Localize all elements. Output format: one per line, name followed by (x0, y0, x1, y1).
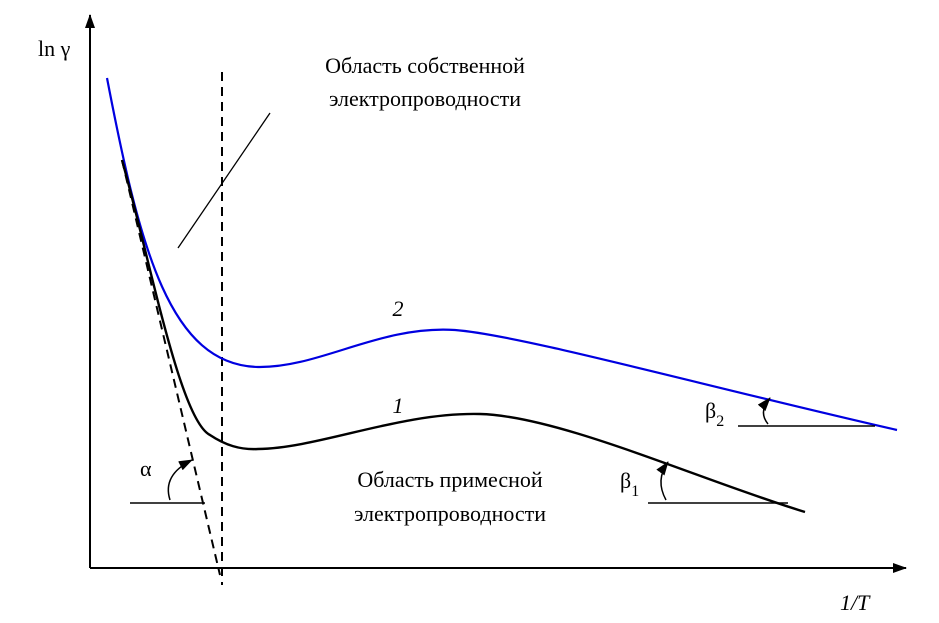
angle-symbol: β (620, 468, 631, 493)
angle-subscript: 1 (631, 483, 639, 500)
region-label: электропроводности (354, 501, 546, 526)
beta-2-arc (757, 397, 771, 425)
angle-label: α (140, 456, 152, 481)
x-axis-label: 1/T (840, 590, 871, 615)
region-label: Область собственной (325, 53, 525, 78)
region-label: электропроводности (329, 86, 521, 111)
y-axis-label: ln γ (38, 36, 71, 61)
curve-label: 1 (393, 393, 404, 418)
tangent-line (121, 159, 221, 576)
angle-label: β1 (620, 468, 639, 500)
curve-label: 2 (393, 296, 404, 321)
curve-1 (120, 159, 806, 514)
angle-subscript: 2 (716, 413, 724, 430)
beta-1-arc (656, 461, 669, 501)
region-label: Область примесной (357, 467, 543, 492)
pointer-line (177, 112, 271, 249)
angle-symbol: β (705, 398, 716, 423)
angle-label: β2 (705, 398, 724, 430)
alpha-arc (167, 459, 193, 501)
curve-2 (105, 77, 898, 432)
